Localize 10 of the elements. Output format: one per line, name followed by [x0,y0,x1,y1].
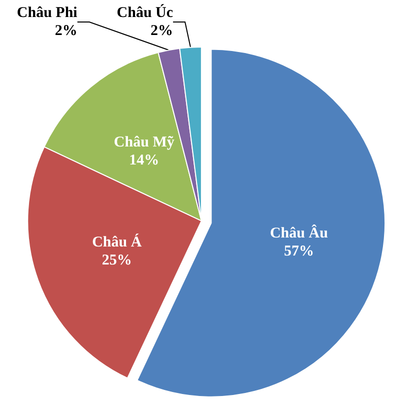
data-label: 2% [150,23,174,39]
data-label: 14% [129,152,160,169]
slice-label: Châu Phi [16,5,78,21]
slice-label: Châu Mỹ [114,134,175,151]
data-label: 2% [54,23,78,39]
slice-label: Châu Âu [270,224,328,242]
slice-label: Châu Á [92,233,142,250]
slice-label: Châu Úc [116,4,174,21]
data-label: 57% [284,244,314,260]
data-label: 25% [102,252,132,268]
